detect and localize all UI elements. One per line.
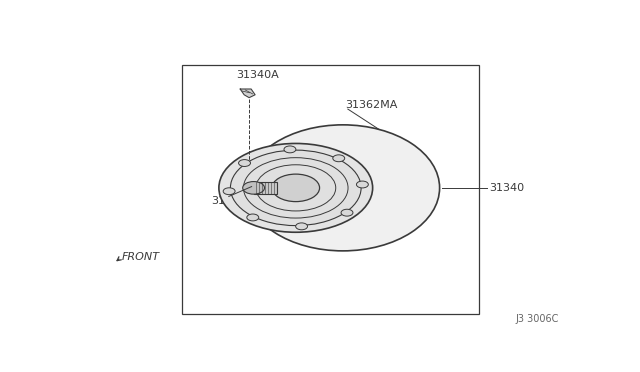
Polygon shape xyxy=(240,89,255,97)
Ellipse shape xyxy=(228,173,260,193)
Circle shape xyxy=(243,182,264,194)
Circle shape xyxy=(284,146,296,153)
Circle shape xyxy=(247,214,259,221)
Circle shape xyxy=(296,223,308,230)
Ellipse shape xyxy=(256,165,336,211)
Text: 31362MA: 31362MA xyxy=(346,100,397,110)
Ellipse shape xyxy=(246,125,440,251)
Bar xyxy=(182,65,479,314)
Ellipse shape xyxy=(235,178,252,189)
Circle shape xyxy=(239,160,250,166)
Text: 31340: 31340 xyxy=(489,183,524,193)
Bar xyxy=(253,182,277,194)
Ellipse shape xyxy=(230,150,361,225)
Text: 31340A: 31340A xyxy=(236,70,279,80)
Circle shape xyxy=(333,155,345,162)
Circle shape xyxy=(223,188,235,195)
Ellipse shape xyxy=(219,144,372,232)
Circle shape xyxy=(341,209,353,216)
Ellipse shape xyxy=(272,174,319,202)
Text: 31344: 31344 xyxy=(211,196,246,206)
Text: J3 3006C: J3 3006C xyxy=(515,314,559,324)
Circle shape xyxy=(356,181,369,188)
Text: FRONT: FRONT xyxy=(122,251,160,262)
Ellipse shape xyxy=(243,158,348,218)
